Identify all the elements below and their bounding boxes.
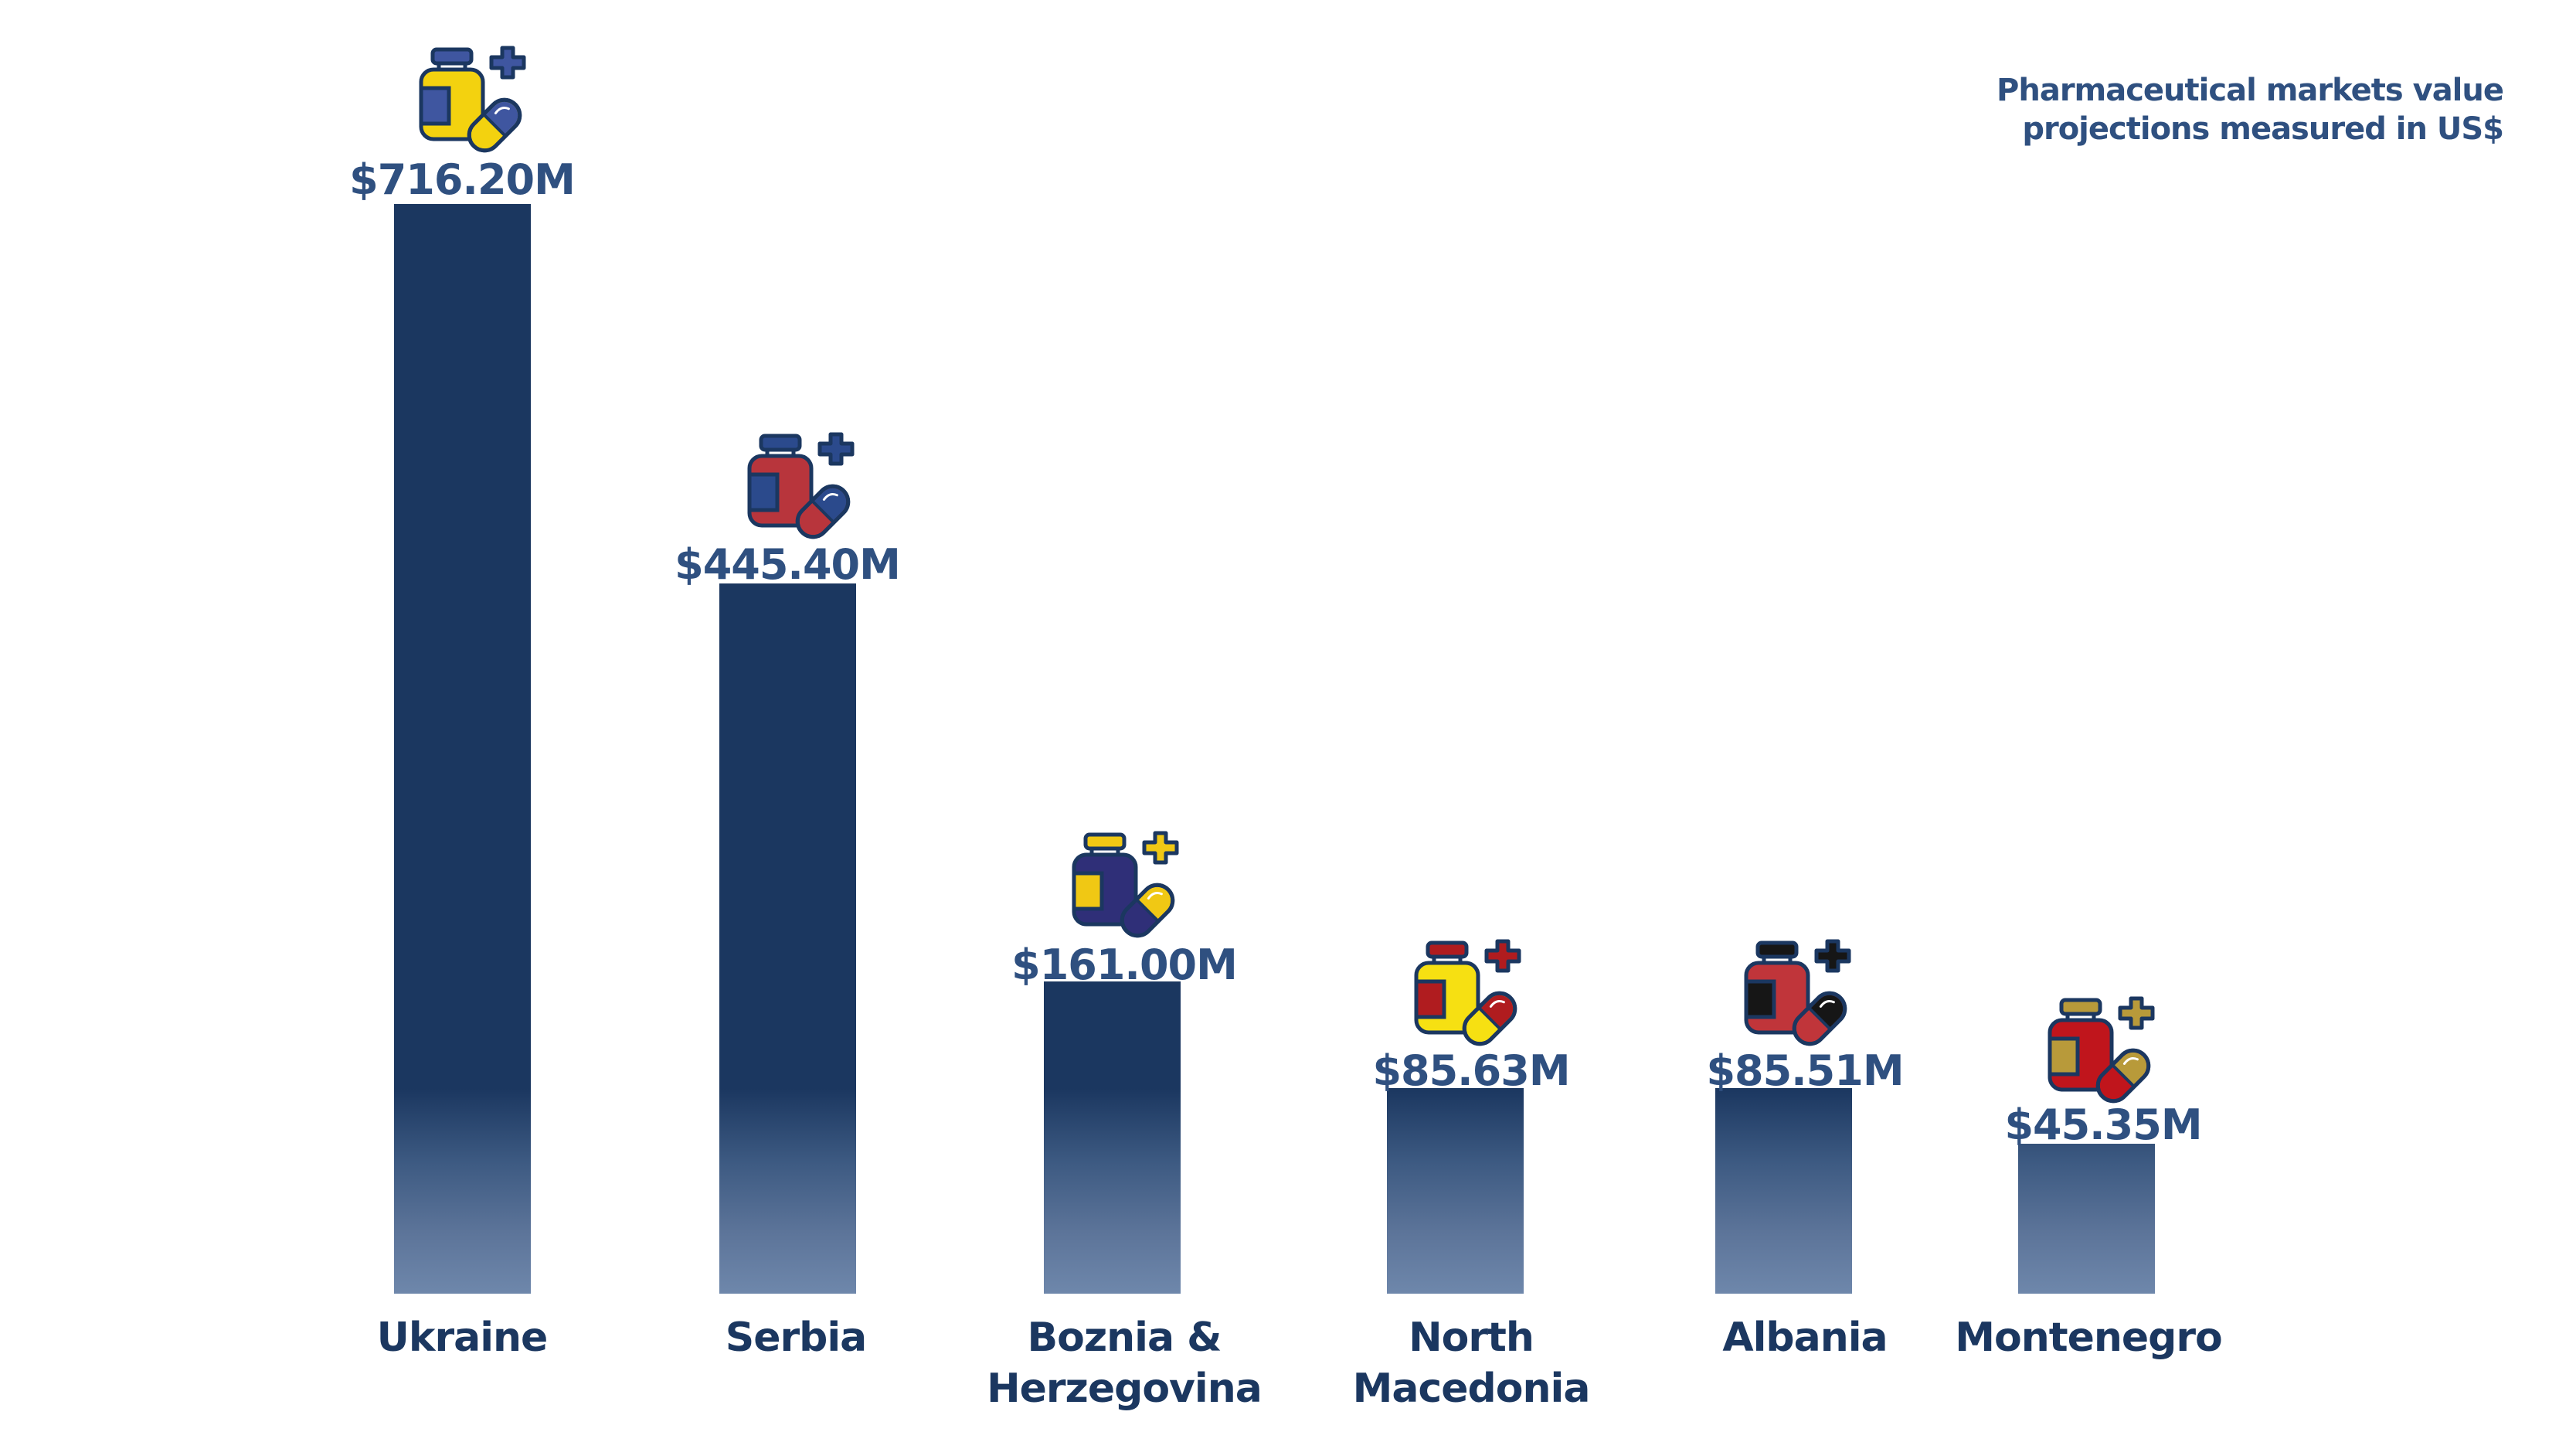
medicine-bottle-pill-icon [1742,934,1858,1049]
subtitle-line-2: projections measured in US$ [2022,111,2504,147]
category-line-1: Albania [1722,1315,1888,1361]
bar-albania [1715,1088,1852,1294]
medicine-bottle-pill-icon [746,427,861,543]
value-label-north-macedonia: $85.63M [1372,1046,1570,1095]
medicine-bottle-pill-icon [1412,934,1528,1049]
medicine-bottle-pill-icon [2046,991,2162,1107]
value-label-serbia: $445.40M [675,540,901,589]
category-label-north-macedonia: North Macedonia [1293,1312,1649,1414]
category-line-1: Ukraine [376,1315,549,1361]
value-label-albania: $85.51M [1706,1046,1904,1095]
chart-subtitle: Pharmaceutical markets value projections… [1978,71,2504,148]
category-label-serbia: Serbia [618,1312,974,1363]
category-line-1: North [1409,1315,1534,1361]
value-label-montenegro: $45.35M [2004,1100,2202,1149]
value-label-ukraine: $716.20M [349,155,576,204]
medicine-bottle-pill-icon [417,40,533,156]
category-label-bosnia-herzegovina: Boznia & Herzegovina [946,1312,1302,1414]
category-line-2: Herzegovina [987,1366,1263,1412]
bar-bosnia-herzegovina [1044,981,1181,1294]
category-line-1: Serbia [725,1315,868,1361]
category-line-1: Montenegro [1955,1315,2223,1361]
bar-montenegro [2018,1144,2155,1294]
subtitle-line-1: Pharmaceutical markets value [1997,73,2504,108]
medicine-bottle-pill-icon [1070,825,1186,941]
category-label-ukraine: Ukraine [284,1312,640,1363]
category-label-albania: Albania [1627,1312,1983,1363]
value-label-bosnia-herzegovina: $161.00M [1011,940,1238,989]
bar-ukraine [394,204,531,1294]
category-line-2: Macedonia [1352,1366,1591,1412]
category-line-1: Boznia & [1027,1315,1222,1361]
category-label-montenegro: Montenegro [1911,1312,2266,1363]
bar-north-macedonia [1387,1088,1524,1294]
bar-serbia [719,583,856,1294]
